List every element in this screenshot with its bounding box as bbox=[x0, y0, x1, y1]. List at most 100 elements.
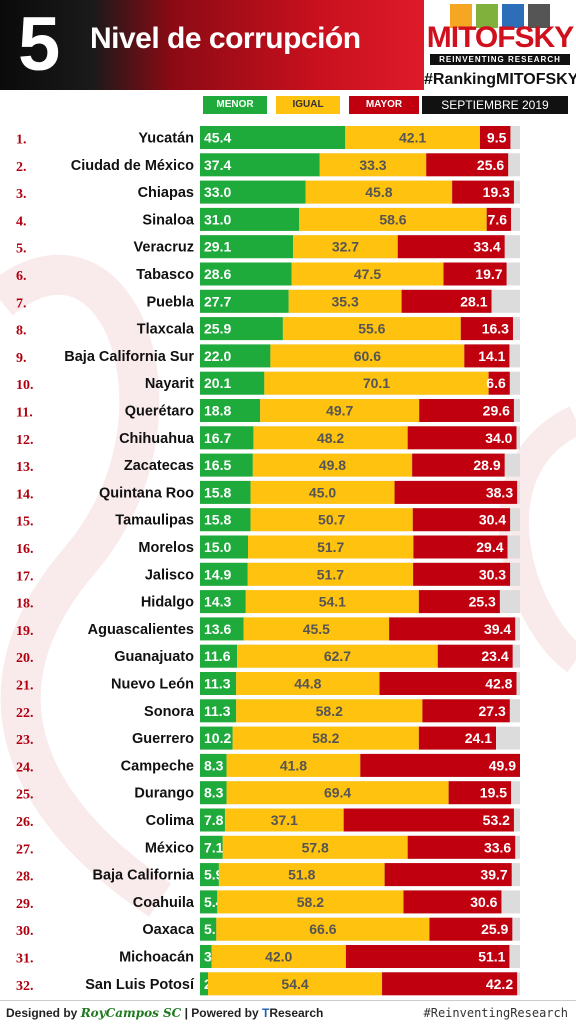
data-label-mayor: 30.3 bbox=[479, 566, 506, 582]
bar-mayor bbox=[464, 344, 510, 368]
bar-menor bbox=[200, 535, 248, 559]
bar-igual bbox=[236, 672, 380, 695]
data-label-mayor: 29.6 bbox=[483, 403, 510, 419]
bar-mayor bbox=[413, 535, 508, 559]
bar-menor bbox=[200, 371, 265, 395]
data-label-mayor: 30.4 bbox=[479, 512, 506, 528]
rank-label: 18. bbox=[16, 597, 34, 612]
data-label-igual: 51.7 bbox=[317, 539, 344, 555]
data-label-mayor: 29.4 bbox=[476, 539, 503, 555]
rank-label: 4. bbox=[16, 214, 27, 229]
rank-label: 28. bbox=[16, 870, 34, 885]
bar-mayor bbox=[429, 917, 513, 941]
data-label-mayor: 39.7 bbox=[480, 867, 507, 883]
bar-igual bbox=[291, 262, 444, 286]
bar-igual bbox=[252, 453, 413, 477]
data-label-igual: 47.5 bbox=[354, 266, 381, 282]
data-label-menor: 8.3 bbox=[204, 785, 224, 801]
bar-igual bbox=[217, 890, 404, 914]
rank-label: 7. bbox=[16, 296, 27, 311]
bar-igual bbox=[218, 863, 385, 887]
data-label-mayor: 38.3 bbox=[486, 484, 513, 500]
rank-label: 26. bbox=[16, 815, 34, 830]
bar-igual bbox=[282, 317, 461, 341]
bar-mayor bbox=[407, 835, 516, 859]
data-label-menor: 13.6 bbox=[204, 621, 231, 637]
data-label-igual: 54.4 bbox=[281, 976, 308, 992]
rank-label: 13. bbox=[16, 460, 34, 475]
bar-igual bbox=[250, 508, 413, 532]
category-label: Sonora bbox=[144, 704, 195, 720]
bar-menor bbox=[200, 972, 208, 996]
bar-mayor bbox=[384, 863, 512, 887]
category-label: Jalisco bbox=[145, 567, 194, 583]
category-label: Aguascalientes bbox=[88, 622, 194, 638]
rank-label: 27. bbox=[16, 842, 34, 857]
bar-igual bbox=[253, 426, 408, 450]
powered-by-rest: Research bbox=[269, 1006, 324, 1020]
bar-igual bbox=[232, 726, 419, 750]
data-label-igual: 37.1 bbox=[271, 812, 298, 828]
data-label-igual: 60.6 bbox=[354, 348, 381, 364]
bar-igual bbox=[222, 835, 408, 859]
bar-menor bbox=[200, 863, 219, 887]
data-label-igual: 58.6 bbox=[379, 211, 406, 227]
data-label-mayor: 33.6 bbox=[484, 839, 511, 855]
bar-menor bbox=[200, 699, 237, 723]
rank-label: 30. bbox=[16, 924, 34, 939]
rank-label: 12. bbox=[16, 433, 34, 448]
rank-label: 3. bbox=[16, 187, 27, 202]
data-label-mayor: 39.4 bbox=[484, 621, 511, 637]
data-label-menor: 11.6 bbox=[204, 648, 231, 664]
data-label-menor: 11.3 bbox=[204, 676, 231, 692]
brand-mark-icon bbox=[424, 4, 576, 30]
data-label-igual: 49.8 bbox=[319, 457, 346, 473]
brand-hashtag: #RankingMITOFSKY bbox=[424, 71, 576, 88]
bar-menor bbox=[200, 562, 248, 586]
bar-igual bbox=[319, 153, 427, 177]
bar-mayor bbox=[379, 672, 517, 695]
legend-mayor: MAYOR bbox=[349, 96, 419, 114]
category-label: Baja California Sur bbox=[64, 349, 194, 365]
category-label: Zacatecas bbox=[124, 458, 194, 474]
bar-menor bbox=[200, 426, 254, 450]
footer-hashtag: #ReinventingResearch bbox=[423, 1006, 569, 1020]
rank-label: 25. bbox=[16, 788, 34, 803]
bar-menor bbox=[200, 890, 218, 914]
legend-igual: IGUAL bbox=[276, 96, 340, 114]
date-badge: SEPTIEMBRE 2019 bbox=[422, 96, 568, 114]
data-label-igual: 70.1 bbox=[363, 375, 390, 391]
data-label-menor: 25.9 bbox=[204, 321, 231, 337]
data-label-igual: 32.7 bbox=[332, 239, 359, 255]
bar-mayor bbox=[389, 617, 516, 641]
data-label-menor: 16.7 bbox=[204, 430, 231, 446]
data-label-menor: 18.8 bbox=[204, 403, 231, 419]
rank-label: 2. bbox=[16, 160, 27, 175]
bar-mayor bbox=[426, 153, 509, 177]
category-label: Guerrero bbox=[132, 731, 194, 747]
data-label-igual: 44.8 bbox=[294, 676, 321, 692]
data-label-igual: 58.2 bbox=[312, 730, 339, 746]
data-label-menor: 31.0 bbox=[204, 211, 231, 227]
data-label-mayor: 30.6 bbox=[470, 894, 497, 910]
rank-label: 11. bbox=[16, 406, 33, 421]
data-label-igual: 55.6 bbox=[358, 321, 385, 337]
bar-igual bbox=[345, 126, 480, 149]
rank-label: 29. bbox=[16, 897, 34, 912]
data-label-igual: 58.2 bbox=[316, 703, 343, 719]
bar-mayor bbox=[419, 399, 514, 422]
bar-igual bbox=[237, 644, 438, 668]
bar-menor bbox=[200, 835, 223, 859]
rank-label: 14. bbox=[16, 487, 34, 502]
bar-menor bbox=[200, 153, 320, 177]
data-label-igual: 42.1 bbox=[399, 130, 426, 146]
data-label-mayor: 19.5 bbox=[480, 785, 507, 801]
data-label-igual: 48.2 bbox=[317, 430, 344, 446]
data-label-igual: 66.6 bbox=[309, 921, 336, 937]
bar-menor bbox=[200, 180, 306, 204]
bar-menor bbox=[200, 617, 244, 641]
rank-label: 17. bbox=[16, 569, 34, 584]
category-label: México bbox=[145, 840, 194, 856]
bar-mayor bbox=[412, 508, 511, 532]
bar-igual bbox=[270, 344, 465, 368]
